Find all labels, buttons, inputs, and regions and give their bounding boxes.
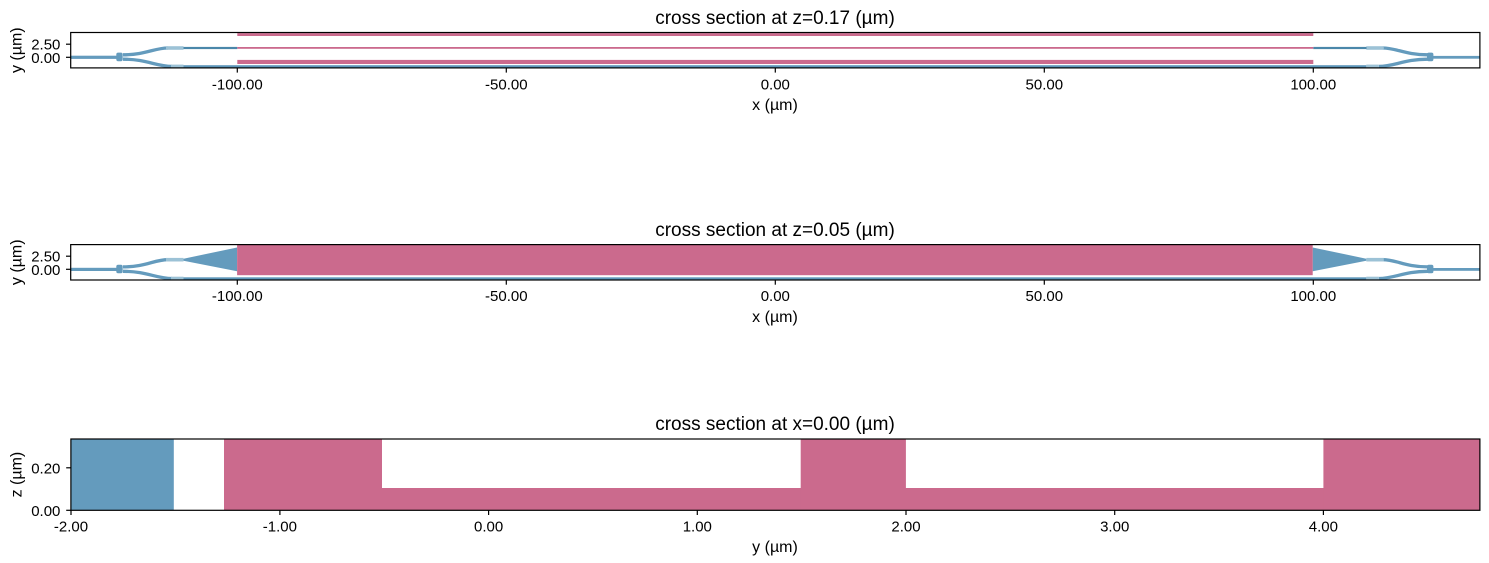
svg-text:2.00: 2.00: [891, 518, 920, 535]
svg-text:-100.00: -100.00: [212, 76, 263, 93]
svg-text:-2.00: -2.00: [54, 518, 88, 535]
svg-text:100.00: 100.00: [1290, 288, 1336, 305]
svg-text:0.00: 0.00: [761, 76, 790, 93]
svg-text:0.00: 0.00: [474, 518, 503, 535]
svg-text:cross section at z=0.17 (µm): cross section at z=0.17 (µm): [655, 8, 895, 29]
svg-text:cross section at z=0.05 (µm): cross section at z=0.05 (µm): [655, 220, 895, 241]
svg-text:3.00: 3.00: [1100, 518, 1129, 535]
svg-text:0.00: 0.00: [31, 262, 60, 279]
svg-text:0.20: 0.20: [31, 460, 60, 477]
svg-text:2.50: 2.50: [31, 37, 60, 54]
svg-text:-1.00: -1.00: [263, 518, 297, 535]
svg-text:1.00: 1.00: [683, 518, 712, 535]
svg-text:y (µm): y (µm): [9, 27, 26, 73]
svg-text:2.50: 2.50: [31, 249, 60, 266]
svg-text:0.00: 0.00: [31, 503, 60, 520]
svg-text:x (µm): x (µm): [752, 309, 798, 326]
svg-text:4.00: 4.00: [1309, 518, 1338, 535]
svg-text:50.00: 50.00: [1026, 288, 1064, 305]
svg-text:0.00: 0.00: [761, 288, 790, 305]
svg-text:-100.00: -100.00: [212, 288, 263, 305]
svg-text:-50.00: -50.00: [485, 76, 528, 93]
svg-text:50.00: 50.00: [1026, 76, 1064, 93]
svg-text:cross section at x=0.00 (µm): cross section at x=0.00 (µm): [655, 414, 895, 435]
svg-text:100.00: 100.00: [1290, 76, 1336, 93]
svg-text:-50.00: -50.00: [485, 288, 528, 305]
svg-text:y (µm): y (µm): [9, 239, 26, 285]
svg-text:y (µm): y (µm): [752, 539, 798, 556]
svg-text:0.00: 0.00: [31, 50, 60, 67]
svg-text:x (µm): x (µm): [752, 97, 798, 114]
svg-text:z (µm): z (µm): [9, 452, 26, 498]
